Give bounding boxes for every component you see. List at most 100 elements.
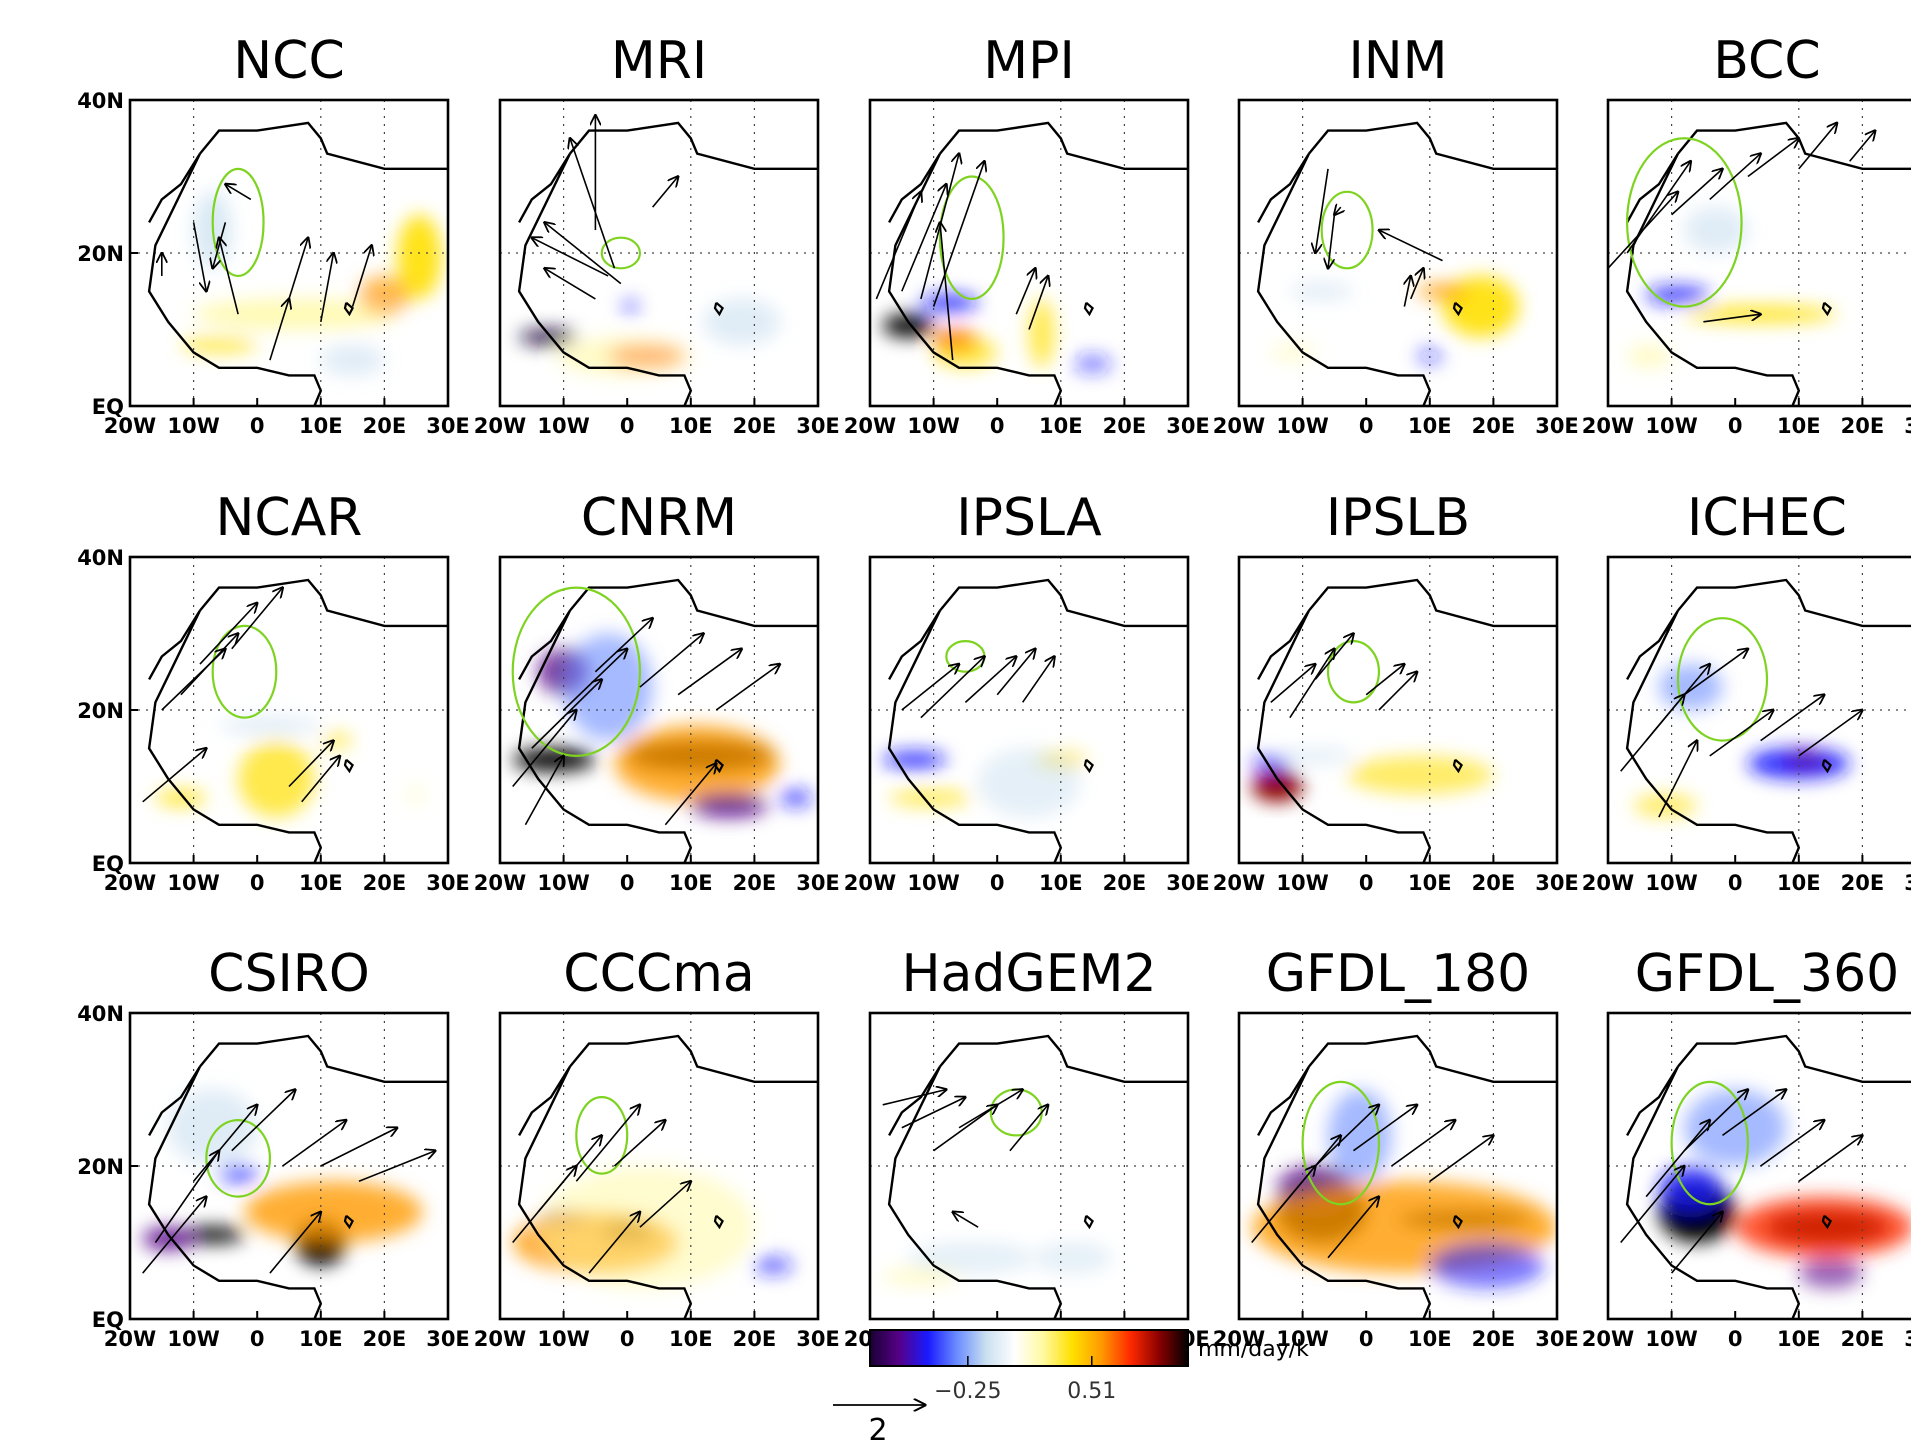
wind-vector [154,1151,219,1243]
x-tick-label: 10W [907,414,959,438]
wind-vector [1314,1105,1379,1167]
coastline-north [1677,578,1911,628]
map-field [130,557,448,863]
x-tick-label: 0 [1728,871,1743,895]
wind-vector [563,649,628,711]
wind-vector [1365,664,1404,696]
wind-vector [1760,695,1825,742]
wind-vector [1798,710,1863,757]
wind-vector [1703,314,1760,323]
shaded-region [358,275,410,315]
x-tick-label: 20W [104,871,156,895]
y-tick-label: 20N [77,242,124,266]
reference-vector: 2 [833,1405,925,1448]
wind-vector [901,664,959,711]
x-tick-label: 10E [669,414,713,438]
green-contour [1676,617,1769,742]
y-tick-label: 20N [77,699,124,723]
wind-vector [901,1097,966,1129]
y-tick-label: EQ [92,395,124,419]
map-frame [1606,98,1911,408]
wind-vector [1391,1120,1456,1167]
wind-vector [1747,138,1799,178]
y-tick-label: EQ [92,1308,124,1332]
wind-vector [1671,169,1723,216]
map-frame [498,555,820,865]
wind-vector [1270,664,1316,703]
x-tick-label: 20W [474,414,526,438]
lake-chad [1452,758,1463,774]
x-tick-label: 0 [990,871,1005,895]
wind-vector [1289,649,1335,719]
map-panel-mpi: MPI 20W 10W 0 10E 20E 30E [844,31,1210,438]
wind-vector [594,618,652,673]
map-frame [498,1011,820,1321]
shaded-region [1684,207,1748,253]
shaded-region [1417,283,1468,300]
wind-vector [1009,1105,1048,1152]
wind-vector [225,184,252,201]
coastline [517,152,693,406]
wind-vector [1404,276,1410,307]
wind-vector [199,603,257,665]
map-field [1608,100,1911,406]
map-panel-gfdl-180: GFDL_180 20W 10W 0 10E 20E 30E [1213,944,1579,1351]
wind-vector [1021,656,1055,703]
panel-title: MRI [611,31,707,91]
green-contour [1320,190,1374,270]
shaded-region [538,1166,755,1289]
wind-vector [1409,268,1424,300]
map-panel-mri: MRI 20W 10W 0 10E 20E 30E [474,31,840,438]
wind-vector [664,764,716,826]
map-panel-hadgem2: HadGEM220W10W010E20E30E [844,944,1210,1351]
x-tick-label: 10W [167,871,219,895]
wind-vector [1015,268,1035,315]
panel-title: NCC [233,31,345,91]
wind-vector [1645,664,1710,742]
shaded-region [1347,755,1494,795]
coastline-north [1308,578,1557,628]
panel-title: MPI [983,31,1075,91]
map-field [1608,1013,1911,1319]
wind-vector [1658,741,1697,818]
y-tick-label: 40N [77,89,124,113]
x-tick-label: 10W [1645,414,1697,438]
x-tick-label: 30E [1535,871,1579,895]
shaded-region [1735,1196,1911,1258]
shaded-region [180,336,258,353]
x-tick-label: 0 [250,1327,265,1351]
coastline [1625,152,1801,406]
map-frame [868,1011,1190,1321]
shaded-region [142,1227,194,1251]
wind-vector [524,756,563,826]
map-frame [1237,98,1559,408]
x-tick-label: 10E [1408,414,1452,438]
shaded-region [1627,344,1672,368]
lake-chad [713,301,724,317]
shading-layer [882,748,1087,818]
wind-vector [320,1128,397,1167]
x-tick-label: 20E [1103,414,1147,438]
coastline-north [939,121,1188,170]
wind-vector [142,1197,207,1274]
panel-title: ICHEC [1687,488,1847,548]
x-tick-label: 10W [1276,871,1328,895]
coastline-north [199,578,448,628]
shaded-region [155,789,207,806]
wind-vector [1849,131,1875,162]
wind-vector [639,634,704,688]
wind-vector [932,161,985,307]
wind-vector [231,1090,296,1152]
shaded-region [933,337,998,368]
wind-vector [532,238,609,277]
green-contour [205,1118,272,1198]
colorbar-units: mm/day/k [1198,1337,1309,1362]
map-panel-bcc: BCC 20W 10W 0 10E 20E 30E [1582,31,1911,438]
wind-vector [545,222,622,285]
green-contour [600,236,642,270]
coastline [1256,1065,1432,1319]
lake-chad [1821,758,1832,774]
x-tick-label: 30E [796,1327,840,1351]
shaded-region [908,1242,1036,1274]
map-frame [868,98,1190,408]
